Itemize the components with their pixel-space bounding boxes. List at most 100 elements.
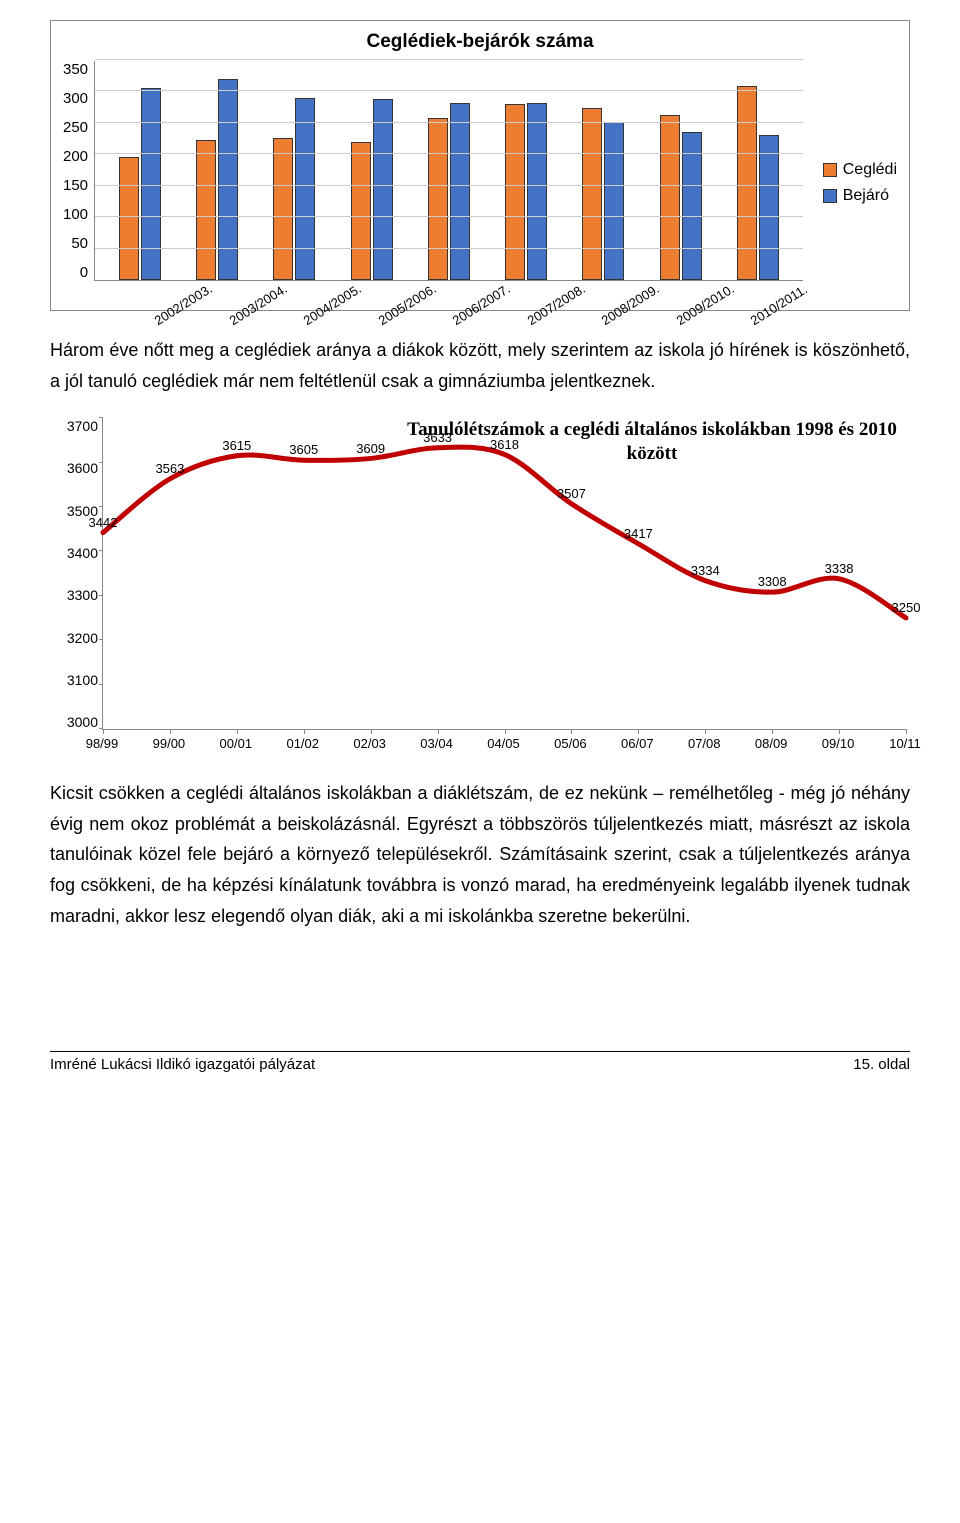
bar [273,138,293,280]
legend-item: Bejáró [823,187,897,205]
line-chart-value-label: 3563 [155,461,184,476]
bar-chart-title: Ceglédiek-bejárók száma [63,31,897,53]
bar [682,132,702,280]
bar [218,79,238,280]
legend-swatch [823,163,837,177]
bar [428,118,448,280]
bar [295,98,315,280]
line-chart-value-label: 3633 [423,430,452,445]
bar [737,86,757,280]
legend-item: Ceglédi [823,161,897,179]
line-chart-value-label: 3605 [289,442,318,457]
line-chart-x-tickmark [705,729,706,734]
line-chart-x-label: 05/06 [554,736,587,751]
bar-chart-y-axis: 350300250200150100500 [63,61,94,281]
bar-chart-x-label: 2002/2003. [152,289,202,328]
bar-chart-gridline [95,216,803,217]
line-chart-x-tickmark [304,729,305,734]
bar [660,115,680,280]
bar-chart-y-tick: 50 [71,235,88,252]
bar-chart-y-tick: 150 [63,177,88,194]
bar-chart-x-label: 2005/2006. [375,289,425,328]
bar-chart-x-label: 2010/2011. [748,289,798,328]
line-chart-value-label: 3308 [758,574,787,589]
paragraph-1: Három éve nőtt meg a ceglédiek aránya a … [50,335,910,396]
line-chart-value-label: 3618 [490,437,519,452]
bar-group [424,103,474,280]
bar-chart-body: 350300250200150100500 2002/2003.2003/200… [63,61,897,304]
line-chart-line [103,447,906,618]
line-chart-x-tickmark [103,729,104,734]
line-chart-x-axis: 98/9999/0000/0101/0202/0303/0404/0505/06… [102,736,906,758]
bar-chart-x-label: 2009/2010. [673,289,723,328]
line-chart-y-axis: 37003600350034003300320031003000 [50,418,98,730]
bar-group [192,79,242,280]
line-chart-x-tickmark [906,729,907,734]
line-chart-x-tickmark [371,729,372,734]
bar-chart-gridline [95,248,803,249]
line-chart-x-tickmark [638,729,639,734]
line-chart-x-tickmark [505,729,506,734]
bar-chart-left: 350300250200150100500 2002/2003.2003/200… [63,61,803,304]
line-chart-x-label: 99/00 [153,736,186,751]
line-chart-value-label: 3338 [825,561,854,576]
footer-right: 15. oldal [853,1056,910,1073]
line-chart-plot-area: 3442356336153605360936333618350734173334… [102,418,906,730]
bar [604,122,624,280]
bar-chart-y-tick: 100 [63,206,88,223]
line-chart-value-label: 3442 [89,515,118,530]
bar-chart-x-label: 2006/2007. [450,289,500,328]
bar-chart-gridline [95,122,803,123]
line-chart-x-tickmark [772,729,773,734]
footer-left: Imréné Lukácsi Ildikó igazgatói pályázat [50,1056,315,1073]
bar [505,104,525,280]
bar [373,99,393,280]
line-chart-x-tickmark [237,729,238,734]
line-chart-y-tick: 3200 [67,630,98,646]
bar-group [733,86,783,280]
bar-group [269,98,319,280]
bar-group [347,99,397,280]
line-chart-value-label: 3609 [356,441,385,456]
bar [527,103,547,280]
bar [450,103,470,280]
bar-chart-x-label: 2007/2008. [524,289,574,328]
bar-group [501,103,551,280]
line-chart-value-label: 3615 [222,438,251,453]
bar [196,140,216,280]
legend-label: Ceglédi [843,161,897,179]
line-chart-y-tick: 3300 [67,587,98,603]
line-chart-x-label: 00/01 [220,736,253,751]
line-chart-x-tickmark [170,729,171,734]
line-chart-y-tick: 3400 [67,545,98,561]
line-chart-x-label: 03/04 [420,736,453,751]
bar [759,135,779,280]
line-chart-y-tick: 3100 [67,672,98,688]
bar-chart-y-tick: 300 [63,90,88,107]
bar-chart-y-tick: 200 [63,148,88,165]
bar-chart-y-tick: 350 [63,61,88,78]
bar [351,142,371,280]
line-chart-x-tickmark [571,729,572,734]
line-chart-value-label: 3507 [557,486,586,501]
line-chart-y-tick: 3600 [67,460,98,476]
bar-group [578,108,628,280]
line-chart-x-tickmark [839,729,840,734]
bar-chart-x-label: 2004/2005. [301,289,351,328]
bar-group [656,115,706,280]
line-chart-x-label: 08/09 [755,736,788,751]
paragraph-2: Kicsit csökken a ceglédi általános iskol… [50,778,910,931]
bar [119,157,139,280]
bar-chart-x-axis: 2002/2003.2003/2004.2004/2005.2005/2006.… [94,281,803,304]
line-chart-x-label: 98/99 [86,736,119,751]
line-chart-x-label: 01/02 [286,736,319,751]
bar-chart-y-tick: 0 [80,264,88,281]
line-chart-x-label: 04/05 [487,736,520,751]
bar-chart-x-label: 2003/2004. [226,289,276,328]
line-chart-x-label: 10/11 [889,736,921,751]
line-chart-value-label: 3250 [892,600,921,615]
line-chart-container: Tanulólétszámok a ceglédi általános isko… [50,418,910,758]
bar-chart-container: Ceglédiek-bejárók száma 3503002502001501… [50,20,910,311]
line-chart-y-tick: 3700 [67,418,98,434]
bar-chart-plot-area [94,61,803,281]
